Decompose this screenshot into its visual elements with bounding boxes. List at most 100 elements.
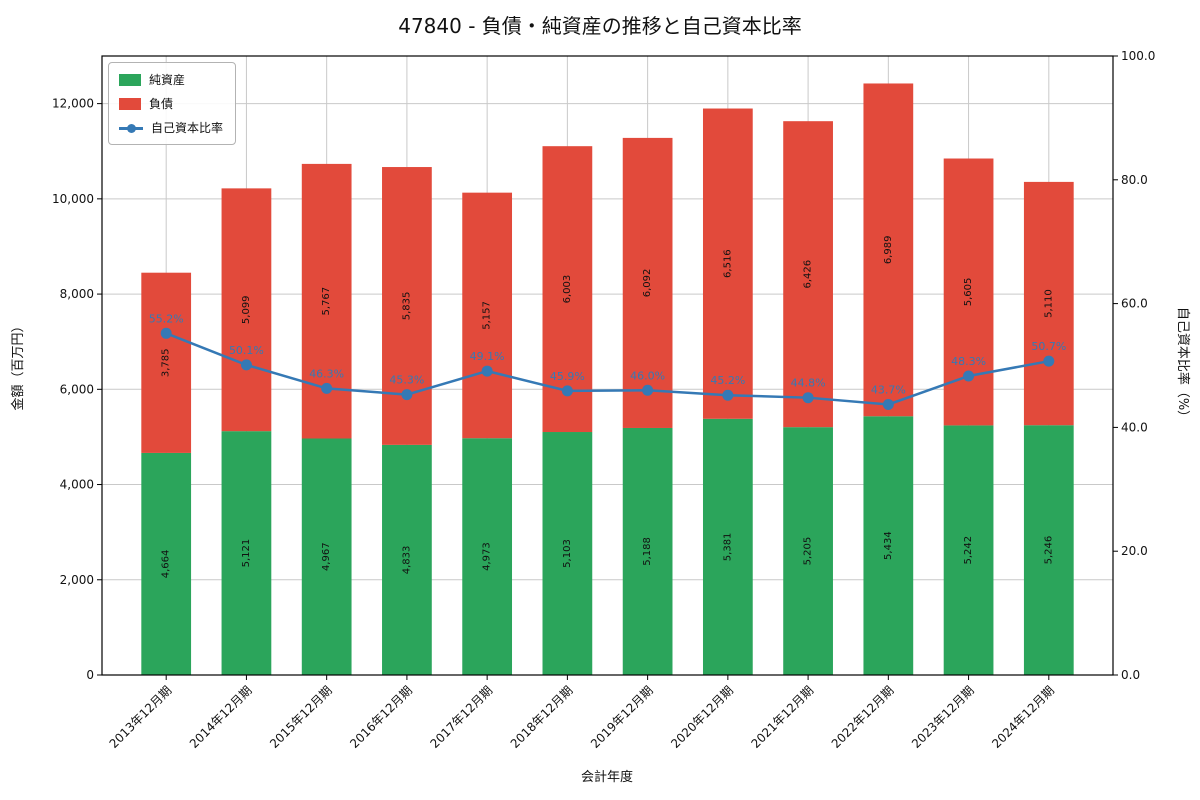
bar-net-assets bbox=[141, 452, 192, 675]
x-tick-label: 2015年12月期 bbox=[267, 683, 335, 751]
equity-ratio-line bbox=[165, 332, 1050, 406]
bar-value-label-debt: 6,516 bbox=[722, 249, 733, 278]
bar-value-label-net: 5,434 bbox=[883, 531, 894, 560]
x-tick-label: 2023年12月期 bbox=[909, 683, 977, 751]
equity-ratio-marker bbox=[802, 392, 814, 404]
y-axis-label-left: 金額（百万円） bbox=[10, 319, 26, 410]
x-tick-label: 2019年12月期 bbox=[588, 683, 656, 751]
bar-net-assets bbox=[462, 438, 513, 675]
bar-value-label-debt: 3,785 bbox=[161, 348, 172, 377]
y-left-tick-label: 0 bbox=[86, 668, 94, 682]
y-left-tick-label: 10,000 bbox=[52, 192, 94, 206]
x-tick-label: 2018年12月期 bbox=[508, 683, 576, 751]
x-tick-label: 2022年12月期 bbox=[829, 683, 897, 751]
legend-label-net-assets: 純資産 bbox=[149, 73, 186, 87]
bar-value-label-debt: 5,099 bbox=[241, 295, 252, 324]
x-axis-label: 会計年度 bbox=[581, 769, 633, 785]
equity-ratio-marker bbox=[401, 389, 413, 401]
legend: 純資産 負債 自己資本比率 bbox=[108, 62, 237, 145]
equity-ratio-label: 45.9% bbox=[550, 370, 585, 383]
bar-value-label-debt: 5,157 bbox=[482, 301, 493, 330]
bar-value-label-debt: 5,835 bbox=[401, 292, 412, 321]
bar-value-label-net: 5,121 bbox=[241, 539, 252, 568]
x-tick-label: 2016年12月期 bbox=[347, 683, 415, 751]
y-right-tick-label: 100.0 bbox=[1121, 49, 1155, 63]
bar-net-assets bbox=[221, 431, 272, 675]
bar-value-label-debt: 6,426 bbox=[803, 260, 814, 289]
equity-ratio-marker bbox=[240, 359, 252, 371]
y-left-tick-label: 8,000 bbox=[60, 287, 94, 301]
y-right-tick-label: 60.0 bbox=[1121, 297, 1148, 311]
x-tick-label: 2013年12月期 bbox=[107, 683, 175, 751]
y-left-tick-label: 12,000 bbox=[52, 97, 94, 111]
equity-ratio-label: 55.2% bbox=[149, 312, 184, 325]
y-left-tick-label: 6,000 bbox=[60, 382, 94, 396]
y-left-tick-label: 2,000 bbox=[60, 573, 94, 587]
bar-liabilities bbox=[622, 137, 673, 428]
equity-ratio-label: 48.3% bbox=[951, 355, 986, 368]
bar-net-assets bbox=[301, 438, 352, 675]
bar-value-label-debt: 6,092 bbox=[642, 269, 653, 298]
bar-value-label-net: 5,205 bbox=[803, 537, 814, 566]
bar-liabilities bbox=[542, 146, 593, 433]
bars-layer: 4,664 3,785 5,121 5,099 4,967 5,767 4,833 5,835… bbox=[141, 83, 1074, 675]
bar-liabilities bbox=[221, 188, 272, 432]
bar-value-label-debt: 5,110 bbox=[1043, 289, 1054, 318]
x-tick-label: 2021年12月期 bbox=[748, 683, 816, 751]
y-right-tick-label: 20.0 bbox=[1121, 544, 1148, 558]
equity-ratio-marker bbox=[963, 370, 975, 382]
legend-swatch-liabilities bbox=[119, 97, 141, 110]
bar-net-assets bbox=[622, 427, 673, 675]
legend-item-liabilities: 負債 bbox=[119, 95, 223, 112]
legend-item-net-assets: 純資産 bbox=[119, 71, 223, 88]
x-tick-label: 2024年12月期 bbox=[989, 683, 1057, 751]
bar-value-label-debt: 5,767 bbox=[321, 287, 332, 316]
bar-value-label-net: 4,973 bbox=[482, 542, 493, 571]
bar-net-assets bbox=[783, 427, 833, 675]
y-right-tick-label: 40.0 bbox=[1121, 420, 1148, 434]
bar-net-assets bbox=[702, 418, 753, 675]
bar-value-label-net: 4,967 bbox=[321, 542, 332, 571]
bar-value-label-net: 5,103 bbox=[562, 539, 573, 568]
y-right-tick-label: 0.0 bbox=[1121, 668, 1140, 682]
y-axis-label-right: 自己資本比率（%） bbox=[1175, 307, 1191, 423]
bar-net-assets bbox=[943, 425, 994, 675]
equity-ratio-label: 50.7% bbox=[1031, 340, 1066, 353]
bar-value-label-net: 5,381 bbox=[722, 533, 733, 562]
bar-liabilities bbox=[783, 121, 833, 428]
legend-item-equity-ratio: 自己資本比率 bbox=[119, 119, 223, 136]
bar-value-label-debt: 6,003 bbox=[562, 275, 573, 304]
bar-net-assets bbox=[542, 432, 593, 675]
legend-label-liabilities: 負債 bbox=[149, 97, 174, 111]
equity-ratio-marker bbox=[1043, 355, 1055, 367]
bar-liabilities bbox=[141, 272, 192, 453]
chart-title: 47840 - 負債・純資産の推移と自己資本比率 bbox=[398, 14, 802, 38]
equity-ratio-label: 43.7% bbox=[871, 383, 906, 396]
x-tick-label: 2014年12月期 bbox=[187, 683, 255, 751]
equity-ratio-label: 45.3% bbox=[389, 374, 424, 387]
legend-label-equity-ratio: 自己資本比率 bbox=[151, 121, 224, 135]
plot-frame bbox=[101, 55, 1114, 676]
bar-value-label-net: 5,188 bbox=[642, 537, 653, 566]
x-tick-label: 2020年12月期 bbox=[668, 683, 736, 751]
equity-ratio-marker bbox=[160, 327, 172, 339]
bar-value-label-net: 5,242 bbox=[963, 536, 974, 565]
bar-net-assets bbox=[1023, 425, 1074, 675]
equity-ratio-label: 49.1% bbox=[470, 350, 505, 363]
bar-net-assets bbox=[382, 444, 432, 675]
y-left-tick-label: 4,000 bbox=[60, 478, 94, 492]
equity-ratio-marker bbox=[561, 385, 573, 397]
equity-ratio-label: 50.1% bbox=[229, 344, 264, 357]
x-tick-label: 2017年12月期 bbox=[428, 683, 496, 751]
bar-value-label-net: 5,246 bbox=[1043, 536, 1054, 565]
equity-ratio-marker bbox=[642, 384, 654, 396]
equity-ratio-marker bbox=[882, 398, 894, 410]
legend-dot-icon bbox=[127, 123, 136, 133]
bar-liabilities bbox=[462, 192, 513, 439]
y-right-tick-label: 80.0 bbox=[1121, 173, 1148, 187]
bar-liabilities bbox=[702, 108, 753, 419]
legend-swatch-net-assets bbox=[119, 73, 141, 86]
equity-ratio-label: 46.0% bbox=[630, 369, 665, 382]
